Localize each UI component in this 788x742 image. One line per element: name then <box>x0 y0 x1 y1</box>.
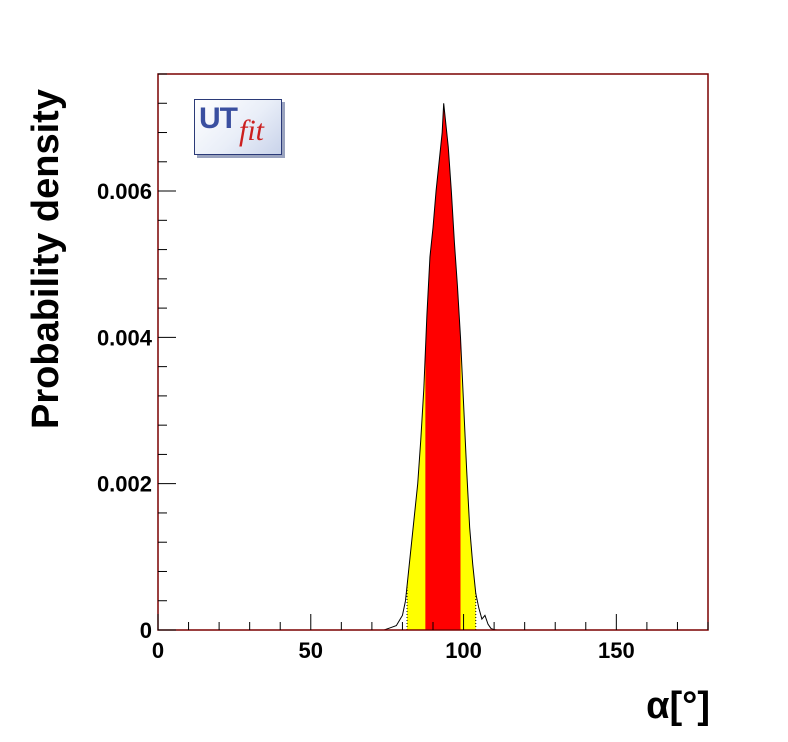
x-tick-label: 150 <box>598 638 635 663</box>
plot-area <box>383 103 498 631</box>
y-axis-title: Probability density <box>25 89 67 429</box>
logo-ut-text: UT <box>199 102 238 135</box>
utfit-logo: UT fit <box>194 99 282 155</box>
logo-fit-text: fit <box>239 114 265 147</box>
density-curve <box>383 103 498 631</box>
tick-labels: 0 50 100 150 0 0.002 0.004 0.006 <box>97 179 635 663</box>
x-tick-label: 100 <box>445 638 482 663</box>
y-tick-label: 0.006 <box>97 179 152 204</box>
x-tick-label: 50 <box>299 638 323 663</box>
y-tick-label: 0.002 <box>97 472 152 497</box>
y-tick-label: 0.004 <box>97 325 153 350</box>
x-axis-title: α[°] <box>646 685 710 727</box>
x-tick-label: 0 <box>152 638 164 663</box>
inner-68-band <box>425 103 461 630</box>
y-tick-label: 0 <box>140 618 152 643</box>
axis-ticks <box>157 73 709 631</box>
